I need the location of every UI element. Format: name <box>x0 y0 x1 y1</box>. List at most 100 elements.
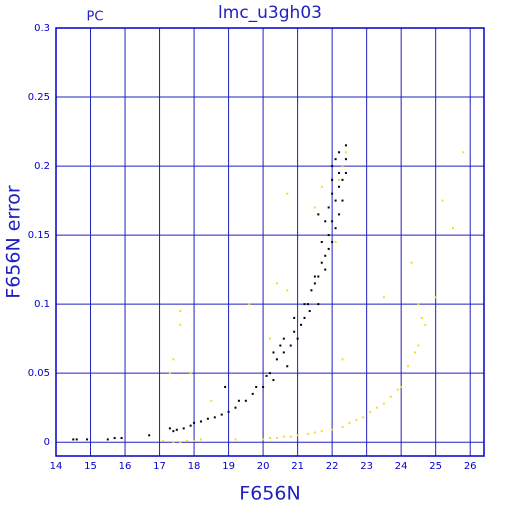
point <box>341 358 344 361</box>
point <box>376 406 378 409</box>
x-tick-label: 25 <box>429 461 442 472</box>
y-axis-label: F656N error <box>3 185 25 299</box>
point <box>168 427 171 430</box>
point <box>334 227 337 230</box>
point <box>331 241 334 243</box>
point <box>303 303 306 306</box>
y-tick-label: 0.25 <box>28 92 50 103</box>
point <box>338 171 341 174</box>
point <box>462 151 465 154</box>
point <box>344 144 347 147</box>
x-tick-label: 16 <box>119 461 132 472</box>
point <box>269 437 271 440</box>
point <box>327 247 330 250</box>
point <box>317 213 320 216</box>
point <box>255 385 258 388</box>
point <box>248 303 251 306</box>
point <box>313 282 316 285</box>
point <box>289 344 292 347</box>
point <box>179 441 182 444</box>
chart-title: lmc_u3gh03 <box>218 3 322 23</box>
point <box>420 316 423 319</box>
point <box>286 289 289 292</box>
point <box>220 413 223 416</box>
point <box>275 282 278 285</box>
x-tick-label: 22 <box>326 461 339 472</box>
point <box>338 213 341 216</box>
point <box>206 417 209 420</box>
point <box>279 344 282 347</box>
point <box>410 261 413 264</box>
point <box>193 421 196 424</box>
point <box>306 432 309 435</box>
point <box>179 323 182 326</box>
point <box>310 289 313 292</box>
point <box>413 351 416 354</box>
point <box>296 434 299 437</box>
point <box>275 358 278 361</box>
point <box>341 426 344 429</box>
annotation: PC <box>87 10 104 25</box>
point <box>213 416 216 419</box>
x-tick-label: 23 <box>360 461 373 472</box>
point <box>75 438 78 441</box>
point <box>113 437 116 440</box>
point <box>382 296 385 299</box>
point <box>327 234 330 237</box>
point <box>262 385 265 388</box>
point <box>282 337 285 340</box>
point <box>272 351 275 354</box>
point <box>275 437 278 440</box>
point <box>179 310 182 313</box>
point <box>193 439 196 442</box>
x-axis-label: F656N <box>239 483 300 505</box>
point <box>331 192 334 195</box>
point <box>189 372 192 375</box>
point <box>348 421 351 424</box>
point <box>224 385 227 388</box>
point <box>265 374 268 377</box>
x-tick-label: 20 <box>257 461 270 472</box>
point <box>424 323 427 326</box>
point <box>320 185 323 188</box>
point <box>106 438 109 441</box>
x-tick-label: 24 <box>395 461 408 472</box>
point <box>272 379 275 382</box>
point <box>451 227 454 230</box>
point <box>344 171 347 174</box>
point <box>293 330 296 333</box>
point <box>172 358 175 361</box>
y-tick-label: 0.15 <box>28 230 50 241</box>
point <box>338 178 341 181</box>
point <box>234 406 237 409</box>
point <box>286 192 289 195</box>
point <box>334 158 337 161</box>
point <box>244 399 247 402</box>
point <box>227 410 230 413</box>
point <box>331 220 334 223</box>
point <box>172 441 175 444</box>
point <box>334 241 337 243</box>
point <box>286 365 289 368</box>
point <box>407 365 410 368</box>
point <box>331 165 334 168</box>
point <box>441 199 444 202</box>
point <box>389 395 392 398</box>
point <box>341 178 344 181</box>
point <box>296 337 299 340</box>
point <box>262 438 265 441</box>
x-tick-label: 17 <box>153 461 166 472</box>
point <box>182 427 185 430</box>
point <box>168 372 171 375</box>
point <box>282 435 285 438</box>
point <box>320 430 323 433</box>
x-tick-label: 15 <box>84 461 97 472</box>
point <box>175 428 178 431</box>
point <box>172 430 175 433</box>
y-tick-label: 0.05 <box>28 368 50 379</box>
point <box>331 428 334 431</box>
point <box>417 303 420 306</box>
point <box>189 424 192 427</box>
point <box>417 344 420 347</box>
